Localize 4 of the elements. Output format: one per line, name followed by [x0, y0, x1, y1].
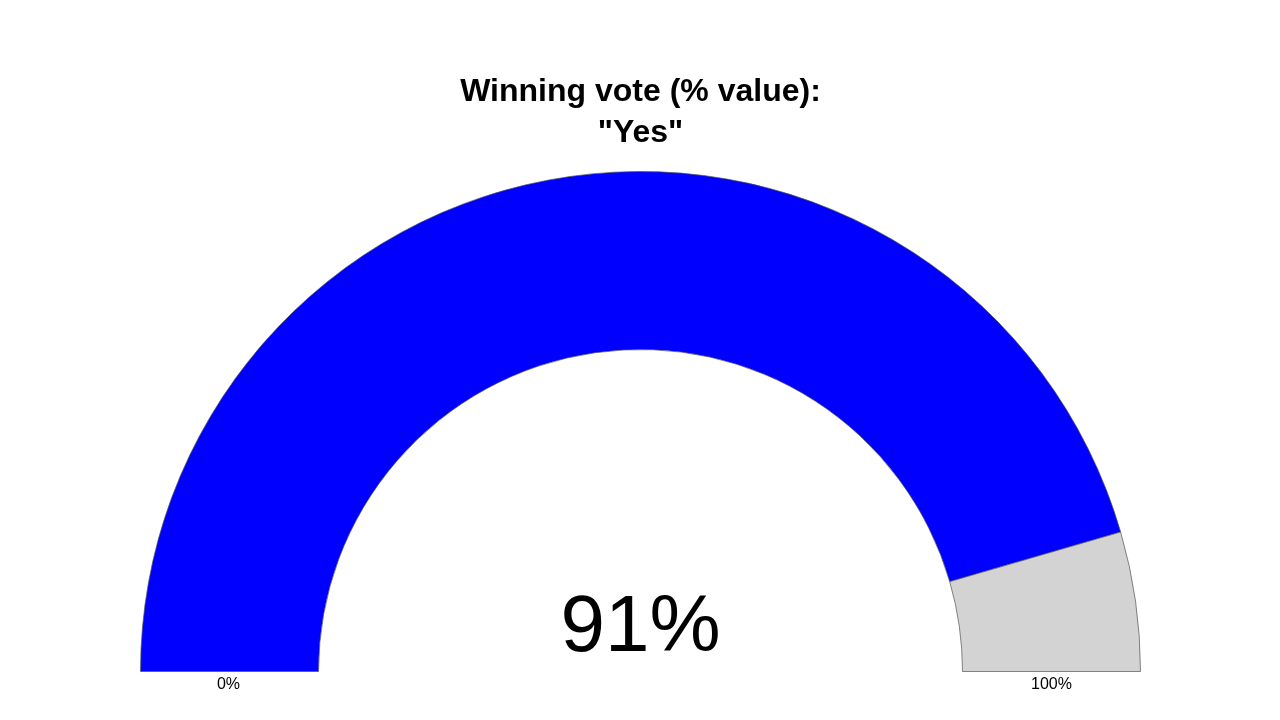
- text: 100%: [1031, 675, 1072, 692]
- chart-title: Winning vote (% value): "Yes": [460, 71, 821, 150]
- text: 0%: [216, 675, 241, 692]
- text: 91%: [560, 579, 721, 668]
